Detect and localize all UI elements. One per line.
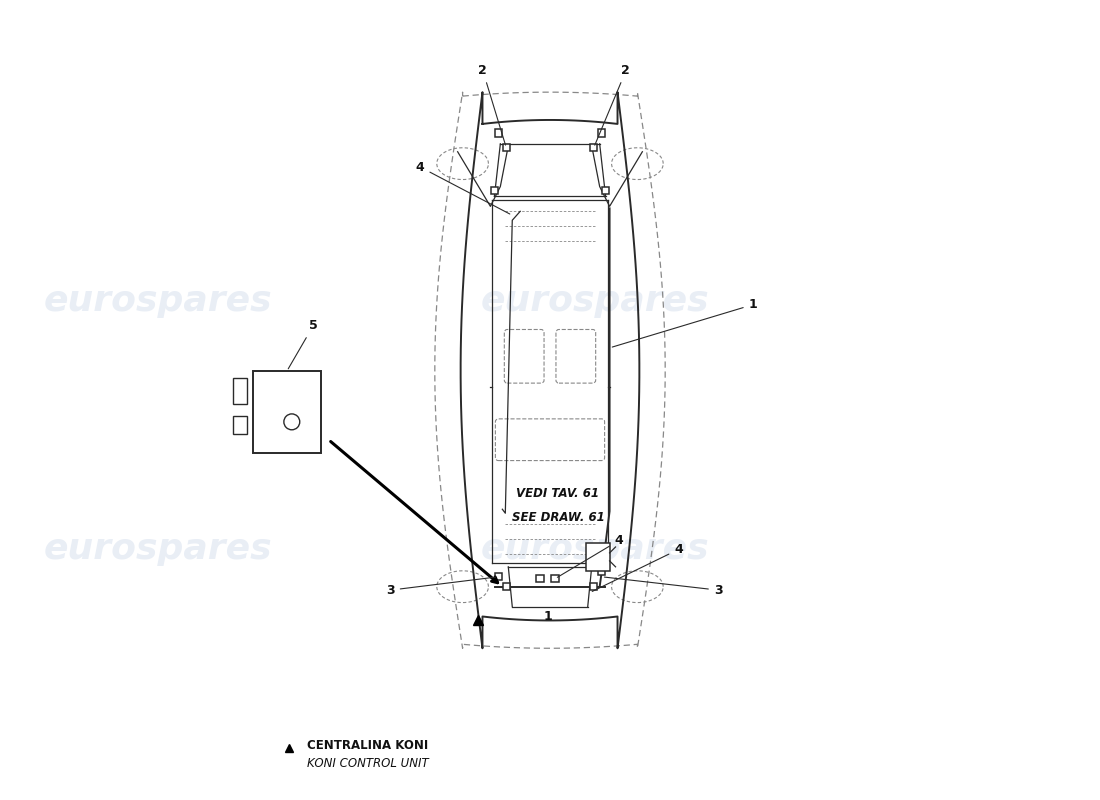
Text: eurospares: eurospares bbox=[44, 532, 272, 566]
Text: 4: 4 bbox=[416, 161, 509, 214]
Bar bbox=[551, 575, 559, 582]
Bar bbox=[491, 186, 498, 194]
Text: 3: 3 bbox=[386, 577, 496, 597]
Text: eurospares: eurospares bbox=[481, 284, 710, 318]
Text: eurospares: eurospares bbox=[44, 284, 272, 318]
Bar bbox=[503, 144, 510, 151]
Bar bbox=[590, 144, 597, 151]
Bar bbox=[233, 378, 248, 404]
Text: 1: 1 bbox=[543, 610, 552, 623]
Bar bbox=[537, 575, 543, 582]
Bar bbox=[503, 583, 510, 590]
Text: KONI CONTROL UNIT: KONI CONTROL UNIT bbox=[307, 757, 428, 770]
Bar bbox=[495, 573, 502, 581]
Text: 4: 4 bbox=[558, 534, 624, 578]
Text: VEDI TAV. 61: VEDI TAV. 61 bbox=[516, 487, 600, 500]
Bar bbox=[585, 543, 609, 571]
Bar bbox=[602, 186, 609, 194]
Text: 2: 2 bbox=[595, 64, 630, 145]
Text: 1: 1 bbox=[613, 298, 758, 347]
Text: 2: 2 bbox=[478, 64, 506, 145]
Text: 5: 5 bbox=[288, 319, 318, 369]
Text: 4: 4 bbox=[592, 543, 683, 591]
Text: CENTRALINA KONI: CENTRALINA KONI bbox=[307, 739, 428, 752]
Bar bbox=[233, 416, 248, 434]
Bar bbox=[253, 371, 320, 453]
Text: eurospares: eurospares bbox=[481, 532, 710, 566]
Text: SEE DRAW. 61: SEE DRAW. 61 bbox=[512, 511, 604, 524]
Bar bbox=[598, 567, 605, 574]
Bar bbox=[598, 129, 605, 137]
Text: 3: 3 bbox=[604, 577, 723, 597]
Bar bbox=[590, 583, 597, 590]
Bar bbox=[495, 129, 502, 137]
